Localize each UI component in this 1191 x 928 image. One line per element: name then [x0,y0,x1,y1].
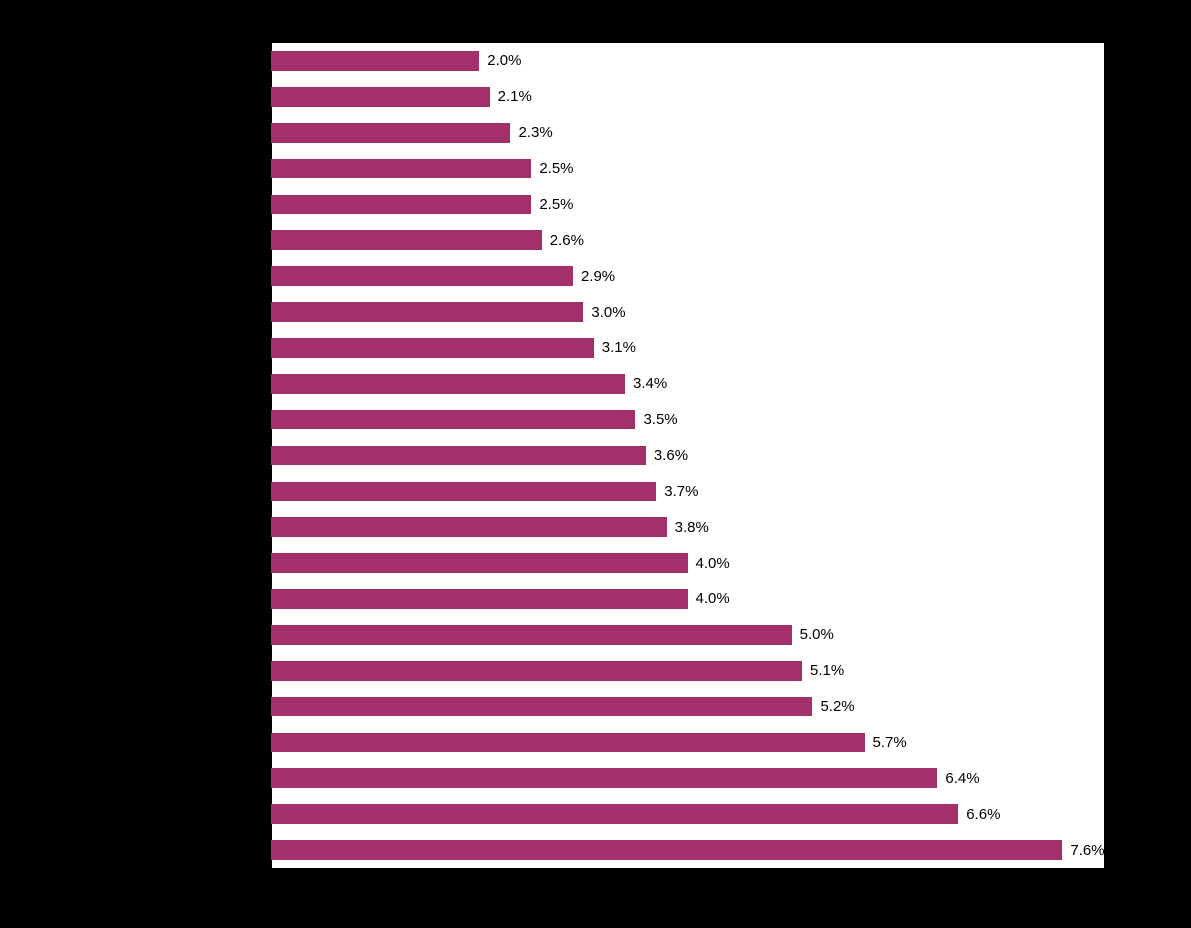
bar-value-label: 5.1% [810,661,844,681]
bar-value-label: 3.4% [633,374,667,394]
chart-bar [271,374,625,394]
y-tick [265,581,271,582]
chart-bar [271,625,792,645]
chart-bar [271,589,688,609]
x-tick-label: 2% [468,878,490,895]
bar-value-label: 3.5% [643,410,677,430]
y-tick [265,438,271,439]
x-tick-label: 1% [364,878,386,895]
y-tick [265,186,271,187]
chart-bar [271,195,531,215]
x-tick [688,868,689,874]
bar-value-label: 2.0% [487,51,521,71]
y-tick [265,402,271,403]
bar-value-label: 4.0% [696,553,730,573]
bar-value-label: 2.5% [539,159,573,179]
bar-value-label: 3.1% [602,338,636,358]
y-tick [265,294,271,295]
x-tick-label: 5% [781,878,803,895]
y-tick [265,545,271,546]
y-tick [265,222,271,223]
y-tick [265,868,271,869]
bar-value-label: 5.2% [820,697,854,717]
chart-bar [271,446,646,466]
chart-bar [271,804,958,824]
chart-bar [271,697,812,717]
chart-bar [271,87,490,107]
y-tick [265,151,271,152]
y-tick [265,796,271,797]
chart-bar [271,840,1062,860]
chart-bar [271,517,667,537]
y-tick [265,115,271,116]
bar-value-label: 2.9% [581,266,615,286]
y-tick [265,258,271,259]
y-tick [265,689,271,690]
chart-bar [271,410,635,430]
y-tick [265,725,271,726]
x-tick [583,868,584,874]
x-tick-label: 8% [1093,878,1115,895]
chart-bar [271,123,510,143]
bar-value-label: 3.7% [664,482,698,502]
chart-bar [271,159,531,179]
bar-value-label: 2.3% [518,123,552,143]
bar-value-label: 3.6% [654,446,688,466]
bar-value-label: 7.6% [1070,840,1104,860]
bar-value-label: 2.6% [550,230,584,250]
y-tick [265,653,271,654]
y-tick [265,366,271,367]
chart-bar [271,768,937,788]
x-tick [792,868,793,874]
x-tick-label: 7% [989,878,1011,895]
bar-value-label: 3.8% [675,517,709,537]
chart-bar [271,733,865,753]
x-tick-label: 3% [573,878,595,895]
bar-value-label: 3.0% [591,302,625,322]
chart-bar [271,302,583,322]
y-tick [265,79,271,80]
x-tick [896,868,897,874]
bar-value-label: 2.1% [498,87,532,107]
x-tick [375,868,376,874]
x-tick [1000,868,1001,874]
y-tick [265,832,271,833]
bar-value-label: 5.0% [800,625,834,645]
bar-value-label: 4.0% [696,589,730,609]
x-tick-label: 0% [260,878,282,895]
x-tick-label: 6% [885,878,907,895]
bar-value-label: 6.6% [966,804,1000,824]
chart-bar [271,266,573,286]
y-tick [265,509,271,510]
chart-bar [271,230,542,250]
chart-bar [271,661,802,681]
chart-bar [271,51,479,71]
chart-bar [271,482,656,502]
bar-value-label: 6.4% [945,768,979,788]
y-tick [265,473,271,474]
chart-bar [271,338,594,358]
y-tick [265,617,271,618]
x-tick [479,868,480,874]
y-tick [265,330,271,331]
x-tick [271,868,272,874]
x-tick-label: 4% [677,878,699,895]
x-tick [1104,868,1105,874]
bar-value-label: 2.5% [539,195,573,215]
y-tick [265,760,271,761]
chart-bar [271,553,688,573]
bar-value-label: 5.7% [873,733,907,753]
